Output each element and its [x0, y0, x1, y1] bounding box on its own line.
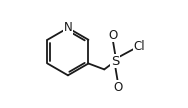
Text: S: S — [111, 55, 120, 68]
Text: Cl: Cl — [133, 40, 145, 53]
Text: O: O — [108, 29, 118, 42]
Text: O: O — [113, 81, 122, 94]
Text: N: N — [64, 21, 72, 34]
